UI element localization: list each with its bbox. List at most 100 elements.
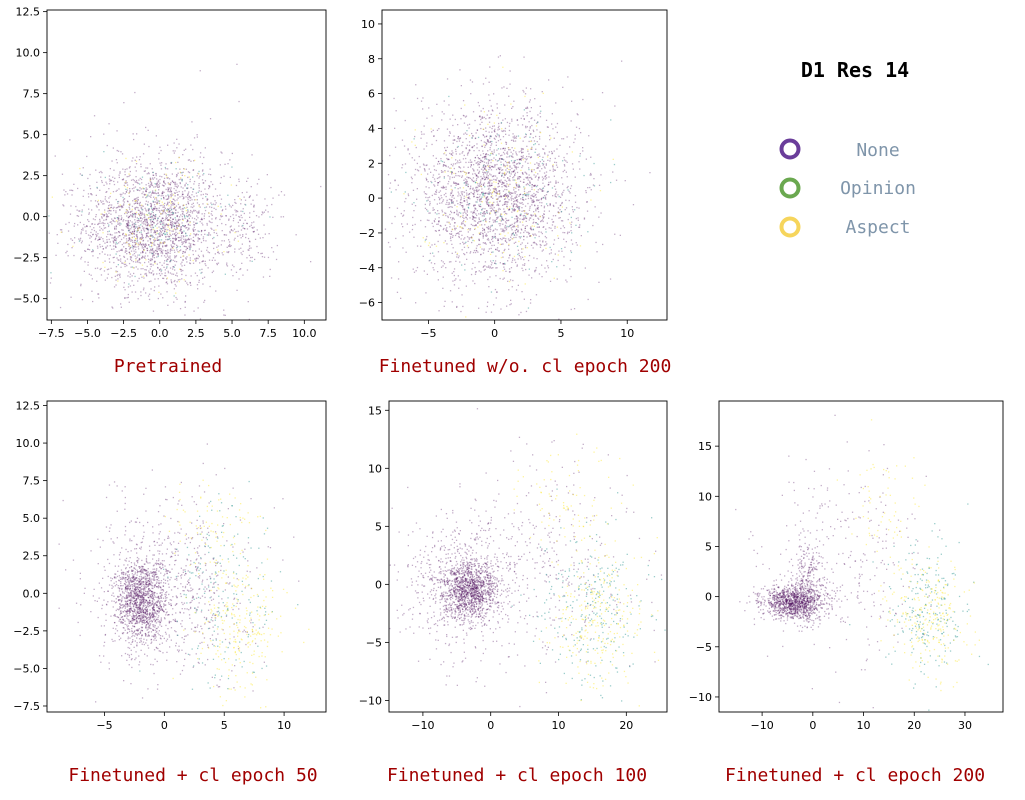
point-none <box>532 137 534 139</box>
point-none <box>202 260 204 262</box>
point-none <box>149 184 152 186</box>
point-none <box>426 179 428 181</box>
point-none <box>240 203 242 205</box>
point-none <box>511 223 513 226</box>
point-none <box>112 147 114 149</box>
point-none <box>562 170 564 173</box>
point-opinion <box>164 166 166 169</box>
point-none <box>124 260 126 262</box>
point-none <box>168 191 171 193</box>
point-none <box>453 271 455 273</box>
point-none <box>89 185 91 187</box>
point-none <box>231 264 234 266</box>
point-none <box>449 213 451 216</box>
point-none <box>484 193 486 195</box>
point-none <box>484 208 486 210</box>
point-none <box>554 169 556 171</box>
point-none <box>533 192 535 195</box>
point-none <box>488 286 490 288</box>
point-none <box>101 181 103 184</box>
point-none <box>170 259 172 261</box>
x-tick-label: 0.0 <box>151 327 169 340</box>
point-none <box>463 122 466 124</box>
point-none <box>121 262 123 264</box>
point-none <box>506 189 508 191</box>
point-aspect <box>189 221 191 224</box>
point-none <box>238 178 240 180</box>
point-none <box>171 282 173 284</box>
point-none <box>126 223 128 225</box>
point-none <box>500 195 502 197</box>
point-none <box>499 277 501 280</box>
point-none <box>81 174 83 176</box>
point-none <box>128 211 130 213</box>
point-none <box>538 226 540 228</box>
point-none <box>443 227 445 230</box>
point-none <box>202 182 204 184</box>
point-none <box>526 158 528 160</box>
point-none <box>446 199 448 201</box>
point-none <box>480 185 482 188</box>
point-none <box>514 196 516 199</box>
point-none <box>535 342 536 343</box>
point-none <box>552 168 554 170</box>
point-none <box>555 182 557 184</box>
point-none <box>117 259 119 261</box>
point-none <box>178 240 180 242</box>
point-none <box>537 189 539 191</box>
point-none <box>96 245 99 247</box>
point-none <box>501 158 503 160</box>
point-none <box>458 255 460 257</box>
point-none <box>480 118 482 121</box>
point-none <box>491 192 493 194</box>
point-none <box>128 243 131 245</box>
point-none <box>187 210 189 212</box>
point-none <box>113 242 115 244</box>
point-opinion <box>189 248 191 250</box>
point-none <box>478 189 480 191</box>
point-aspect <box>60 231 62 233</box>
point-none <box>151 224 154 226</box>
point-none <box>137 209 139 211</box>
point-none <box>451 172 453 174</box>
point-none <box>448 104 450 106</box>
point-none <box>492 125 494 127</box>
point-none <box>566 153 568 155</box>
point-none <box>145 190 147 192</box>
point-none <box>175 225 177 227</box>
point-aspect <box>125 234 127 236</box>
point-none <box>473 217 475 219</box>
point-none <box>425 196 427 199</box>
point-none <box>508 178 511 180</box>
point-none <box>189 259 191 261</box>
point-none <box>571 100 573 102</box>
point-none <box>166 291 168 293</box>
point-none <box>168 219 170 221</box>
point-none <box>136 220 138 222</box>
point-none <box>104 242 106 244</box>
point-none <box>516 204 518 206</box>
point-none <box>110 267 112 269</box>
point-none <box>124 350 125 351</box>
point-none <box>553 185 556 187</box>
point-none <box>96 234 98 236</box>
point-none <box>99 218 101 221</box>
point-none <box>434 180 436 182</box>
point-none <box>193 224 196 226</box>
point-none <box>412 189 415 191</box>
point-none <box>570 308 572 311</box>
point-none <box>531 184 533 186</box>
point-none <box>140 244 142 246</box>
point-none <box>80 283 82 285</box>
point-none <box>149 238 152 240</box>
point-none <box>248 240 251 242</box>
point-aspect <box>223 251 225 253</box>
point-none <box>129 273 132 275</box>
point-none <box>552 166 554 168</box>
point-none <box>481 224 483 226</box>
point-none <box>434 212 436 214</box>
point-none <box>503 277 505 279</box>
point-none <box>262 212 264 214</box>
point-none <box>463 238 465 240</box>
point-none <box>206 198 208 200</box>
